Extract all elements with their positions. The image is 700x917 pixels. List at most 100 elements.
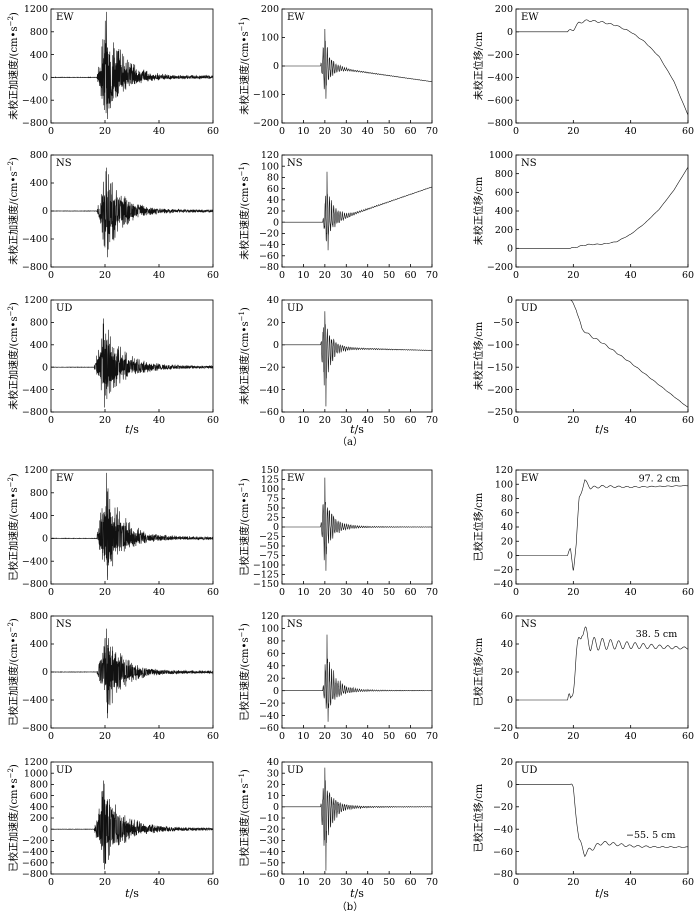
x-axis-label: t/s: [595, 423, 609, 436]
y-tick-label: 800: [30, 27, 48, 38]
series-line: [516, 19, 688, 116]
y-tick-label: 600: [495, 188, 513, 199]
x-tick-label: 0: [513, 877, 519, 888]
y-tick-label: −100: [487, 340, 513, 351]
y-tick-label: −40: [493, 579, 513, 590]
series-line: [282, 171, 432, 251]
y-tick-label: 50: [267, 503, 279, 514]
y-axis-label: 已校正速度/(cm•s−1): [238, 769, 251, 867]
y-axis-label: 未校正位移/cm: [472, 176, 485, 245]
y-tick-label: −800: [22, 118, 48, 129]
y-tick-label: 1000: [489, 150, 513, 161]
x-tick-label: 0: [513, 415, 519, 426]
x-tick-label: 10: [297, 270, 309, 281]
x-tick-label: 0: [48, 587, 54, 598]
y-tick-label: 30: [267, 768, 279, 779]
y-tick-label: 100: [261, 484, 279, 495]
series-line: [282, 634, 432, 722]
x-tick-label: 10: [297, 877, 309, 888]
y-tick-label: −800: [22, 723, 48, 734]
chart-panel-b5: 0 10 20 30 40 50 60 70−60−40−20020406080100120N…: [238, 611, 438, 742]
y-axis-label: 已校正速度/(cm•s−1): [238, 623, 251, 721]
y-tick-label: −20: [259, 824, 279, 835]
x-tick-label: 70: [426, 415, 438, 426]
x-tick-label: 0: [48, 731, 54, 742]
chart-panel-b2: 0 10 20 30 40 50 60 70−150−125−100−75−50−250255…: [238, 465, 438, 598]
x-tick-label: 40: [153, 415, 165, 426]
x-axis-label: t/s: [595, 887, 609, 900]
y-axis-label: 已校正速度/(cm•s−1): [238, 478, 251, 576]
component-label: UD: [287, 765, 303, 776]
y-tick-label: 400: [30, 511, 48, 522]
y-tick-label: −40: [259, 711, 279, 722]
x-tick-label: 0: [48, 270, 54, 281]
plot-frame: [281, 761, 433, 875]
x-tick-label: 60: [405, 270, 417, 281]
x-tick-label: 60: [207, 415, 219, 426]
y-tick-label: −800: [487, 118, 513, 129]
y-tick-label: −60: [259, 407, 279, 418]
component-label: EW: [56, 12, 74, 23]
y-tick-label: 80: [267, 173, 279, 184]
x-tick-label: 60: [682, 415, 694, 426]
chart-panel-b7: 0 20 40 60−800−600−400−20002004006008001000…: [7, 757, 219, 888]
y-tick-label: −60: [493, 847, 513, 858]
x-tick-label: 0: [279, 270, 285, 281]
x-tick-label: 0: [48, 126, 54, 137]
x-tick-label: 0: [48, 877, 54, 888]
y-tick-label: −400: [22, 385, 48, 396]
x-tick-label: 0: [513, 270, 519, 281]
series-line: [282, 311, 432, 407]
x-tick-label: 40: [153, 877, 165, 888]
y-tick-label: 60: [267, 649, 279, 660]
y-tick-label: −20: [493, 723, 513, 734]
y-tick-label: −50: [493, 318, 513, 329]
plot-frame: [50, 299, 214, 413]
y-tick-label: 40: [267, 195, 279, 206]
y-tick-label: 60: [267, 184, 279, 195]
y-tick-label: −30: [259, 836, 279, 847]
y-tick-label: 0: [273, 802, 279, 813]
x-tick-label: 40: [153, 270, 165, 281]
x-tick-label: 50: [383, 415, 395, 426]
x-tick-label: 0: [279, 415, 285, 426]
series-line: [51, 167, 213, 258]
series-line: [516, 783, 688, 857]
series-line: [516, 300, 688, 408]
component-label: NS: [521, 158, 537, 169]
y-tick-label: 400: [30, 178, 48, 189]
x-tick-label: 50: [383, 877, 395, 888]
x-tick-label: 60: [682, 270, 694, 281]
y-axis-label: 未校正速度/(cm•s−1): [238, 162, 251, 260]
y-tick-label: 0: [273, 686, 279, 697]
y-tick-label: 0: [273, 61, 279, 72]
x-tick-label: 40: [625, 877, 637, 888]
y-axis-label: 未校正位移/cm: [472, 321, 485, 390]
x-tick-label: 60: [405, 731, 417, 742]
y-tick-label: −20: [259, 698, 279, 709]
y-tick-label: 0: [507, 244, 513, 255]
x-tick-label: 10: [297, 587, 309, 598]
y-tick-label: 20: [267, 318, 279, 329]
component-label: NS: [56, 619, 72, 630]
plot-frame: [281, 615, 433, 729]
series-line: [51, 628, 213, 719]
y-tick-label: −200: [22, 836, 48, 847]
x-tick-label: 50: [383, 270, 395, 281]
series-line: [282, 28, 432, 99]
x-tick-label: 40: [625, 126, 637, 137]
y-tick-label: 600: [30, 791, 48, 802]
x-tick-label: 0: [48, 415, 54, 426]
x-tick-label: 70: [426, 126, 438, 137]
y-tick-label: −200: [487, 385, 513, 396]
x-tick-label: 40: [362, 126, 374, 137]
y-tick-label: 100: [495, 479, 513, 490]
x-axis-label: t/s: [125, 887, 139, 900]
y-tick-label: −60: [259, 251, 279, 262]
chart-panel-a2: 0 10 20 30 40 50 60 70 −200 −100 0 100 200 EW 未校正速度/(c…: [238, 4, 438, 137]
y-axis-label: 已校正位移/cm: [472, 783, 485, 852]
y-tick-label: −20: [493, 802, 513, 813]
y-tick-label: 100: [261, 33, 279, 44]
y-tick-label: 20: [267, 673, 279, 684]
y-tick-label: 0: [42, 824, 48, 835]
